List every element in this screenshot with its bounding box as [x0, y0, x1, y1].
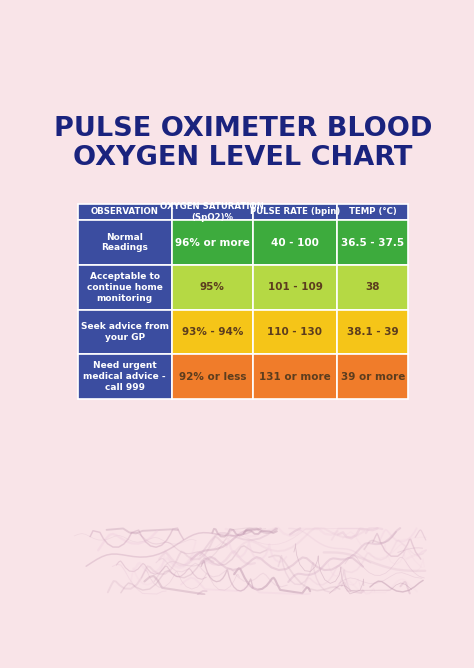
Text: TEMP (°C): TEMP (°C)	[349, 207, 397, 216]
FancyBboxPatch shape	[253, 220, 337, 265]
FancyBboxPatch shape	[253, 265, 337, 310]
Text: 101 - 109: 101 - 109	[267, 283, 322, 293]
Text: 38.1 - 39: 38.1 - 39	[347, 327, 399, 337]
FancyBboxPatch shape	[78, 310, 172, 354]
FancyBboxPatch shape	[253, 310, 337, 354]
Text: Seek advice from
your GP: Seek advice from your GP	[81, 322, 169, 342]
Text: OXYGEN SATURATION
(SpO2)%: OXYGEN SATURATION (SpO2)%	[160, 202, 264, 222]
Text: 36.5 - 37.5: 36.5 - 37.5	[341, 238, 404, 248]
Text: 93% - 94%: 93% - 94%	[182, 327, 243, 337]
FancyBboxPatch shape	[172, 354, 253, 399]
Text: Acceptable to
continue home
monitoring: Acceptable to continue home monitoring	[87, 272, 163, 303]
FancyBboxPatch shape	[172, 310, 253, 354]
Text: 92% or less: 92% or less	[179, 371, 246, 381]
Text: 96% or more: 96% or more	[175, 238, 250, 248]
FancyBboxPatch shape	[337, 265, 408, 310]
Text: PULSE OXIMETER BLOOD: PULSE OXIMETER BLOOD	[54, 116, 432, 142]
Text: PULSE RATE (bpin): PULSE RATE (bpin)	[250, 207, 340, 216]
FancyBboxPatch shape	[78, 265, 172, 310]
FancyBboxPatch shape	[337, 310, 408, 354]
Text: 39 or more: 39 or more	[340, 371, 405, 381]
FancyBboxPatch shape	[253, 204, 337, 220]
Text: OXYGEN LEVEL CHART: OXYGEN LEVEL CHART	[73, 146, 412, 172]
FancyBboxPatch shape	[78, 204, 172, 220]
FancyBboxPatch shape	[172, 220, 253, 265]
FancyBboxPatch shape	[78, 220, 172, 265]
Text: 40 - 100: 40 - 100	[271, 238, 319, 248]
FancyBboxPatch shape	[337, 204, 408, 220]
Text: 38: 38	[365, 283, 380, 293]
FancyBboxPatch shape	[337, 220, 408, 265]
FancyBboxPatch shape	[78, 354, 172, 399]
FancyBboxPatch shape	[253, 354, 337, 399]
Text: 131 or more: 131 or more	[259, 371, 331, 381]
Text: 95%: 95%	[200, 283, 225, 293]
Text: OBSERVATION: OBSERVATION	[91, 207, 159, 216]
FancyBboxPatch shape	[172, 265, 253, 310]
FancyBboxPatch shape	[337, 354, 408, 399]
FancyBboxPatch shape	[172, 204, 253, 220]
Text: Need urgent
medical advice -
call 999: Need urgent medical advice - call 999	[83, 361, 166, 392]
Text: 110 - 130: 110 - 130	[267, 327, 322, 337]
Text: Normal
Readings: Normal Readings	[101, 232, 148, 253]
